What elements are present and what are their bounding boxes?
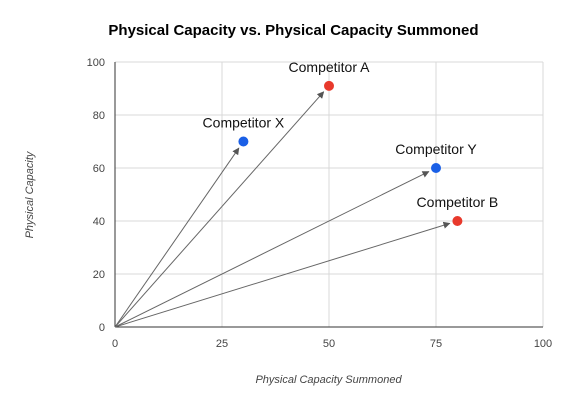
point-competitor-a	[324, 80, 334, 91]
y-tick-label: 60	[93, 163, 105, 175]
arrow-competitor-b	[114, 221, 451, 328]
arrow-competitor-y	[114, 171, 430, 328]
point-label-competitor-y: Competitor Y	[395, 141, 477, 157]
point-competitor-y	[431, 163, 441, 173]
x-axis-label: Physical Capacity Summoned	[255, 374, 402, 386]
point-label-competitor-x: Competitor X	[203, 115, 285, 131]
x-tick-label: 0	[112, 338, 118, 350]
point-competitor-b	[452, 216, 463, 226]
chart-title: Physical Capacity vs. Physical Capacity …	[108, 22, 479, 39]
y-tick-label: 80	[93, 110, 105, 122]
point-label-competitor-b: Competitor B	[417, 194, 499, 210]
x-tick-label: 25	[216, 338, 228, 350]
x-tick-label: 100	[534, 338, 552, 350]
point-competitor-x	[238, 136, 249, 147]
y-tick-label: 100	[87, 57, 105, 69]
y-tick-label: 20	[93, 269, 105, 281]
point-label-competitor-a: Competitor A	[289, 59, 371, 75]
y-tick-label: 0	[99, 322, 105, 334]
arrow-competitor-a	[114, 91, 325, 328]
x-tick-label: 50	[323, 338, 335, 350]
arrow-competitor-x	[114, 147, 240, 328]
x-tick-label: 75	[430, 338, 442, 350]
y-tick-label: 40	[93, 216, 105, 228]
